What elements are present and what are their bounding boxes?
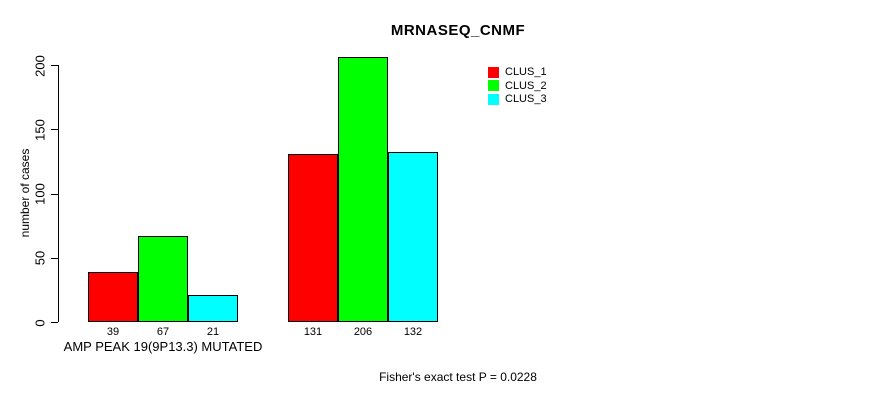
bar-clus_1-group1 xyxy=(88,271,138,322)
y-axis-line xyxy=(58,65,59,322)
bar-value-label-clus_1-group1: 39 xyxy=(106,326,120,338)
y-tick-label-150: 150 xyxy=(32,118,48,141)
y-tick-mark-150 xyxy=(51,129,58,131)
y-tick-mark-0 xyxy=(51,322,58,323)
legend-item-clus_3: CLUS_3 xyxy=(488,93,547,105)
bar-clus_2-group2 xyxy=(338,57,388,322)
legend-label-clus_3: CLUS_3 xyxy=(505,93,547,106)
x-axis-label: AMP PEAK 19(9P13.3) MUTATED xyxy=(63,339,263,354)
y-tick-label-200: 200 xyxy=(32,54,48,77)
chart-title: MRNASEQ_CNMF xyxy=(390,22,526,39)
fisher-test-annotation: Fisher's exact test P = 0.0228 xyxy=(379,370,537,384)
legend-swatch-clus_3 xyxy=(488,93,499,105)
bar-clus_2-group1 xyxy=(138,235,188,322)
y-tick-mark-100 xyxy=(51,193,58,195)
legend-item-clus_1: CLUS_1 xyxy=(488,66,547,78)
legend-swatch-clus_1 xyxy=(488,66,499,78)
legend-label-clus_1: CLUS_1 xyxy=(505,66,547,78)
bar-value-label-clus_3-group2: 132 xyxy=(403,326,423,338)
legend-swatch-clus_2 xyxy=(488,80,499,92)
y-axis-title: number of cases xyxy=(18,148,32,238)
bar-clus_1-group2 xyxy=(288,153,338,322)
y-tick-label-0: 0 xyxy=(32,318,48,327)
bar-value-label-clus_1-group2: 131 xyxy=(303,326,323,338)
legend-item-clus_2: CLUS_2 xyxy=(488,80,547,92)
bar-clus_3-group1 xyxy=(188,295,238,322)
y-tick-label-100: 100 xyxy=(32,183,48,205)
y-tick-label-50: 50 xyxy=(32,251,48,266)
bar-value-label-clus_2-group2: 206 xyxy=(353,326,373,338)
y-tick-mark-200 xyxy=(51,65,58,66)
legend-label-clus_2: CLUS_2 xyxy=(505,79,547,92)
bar-value-label-clus_2-group1: 67 xyxy=(156,326,170,338)
bar-value-label-clus_3-group1: 21 xyxy=(206,326,220,338)
y-tick-mark-50 xyxy=(51,257,58,259)
bar-clus_3-group2 xyxy=(388,152,438,322)
